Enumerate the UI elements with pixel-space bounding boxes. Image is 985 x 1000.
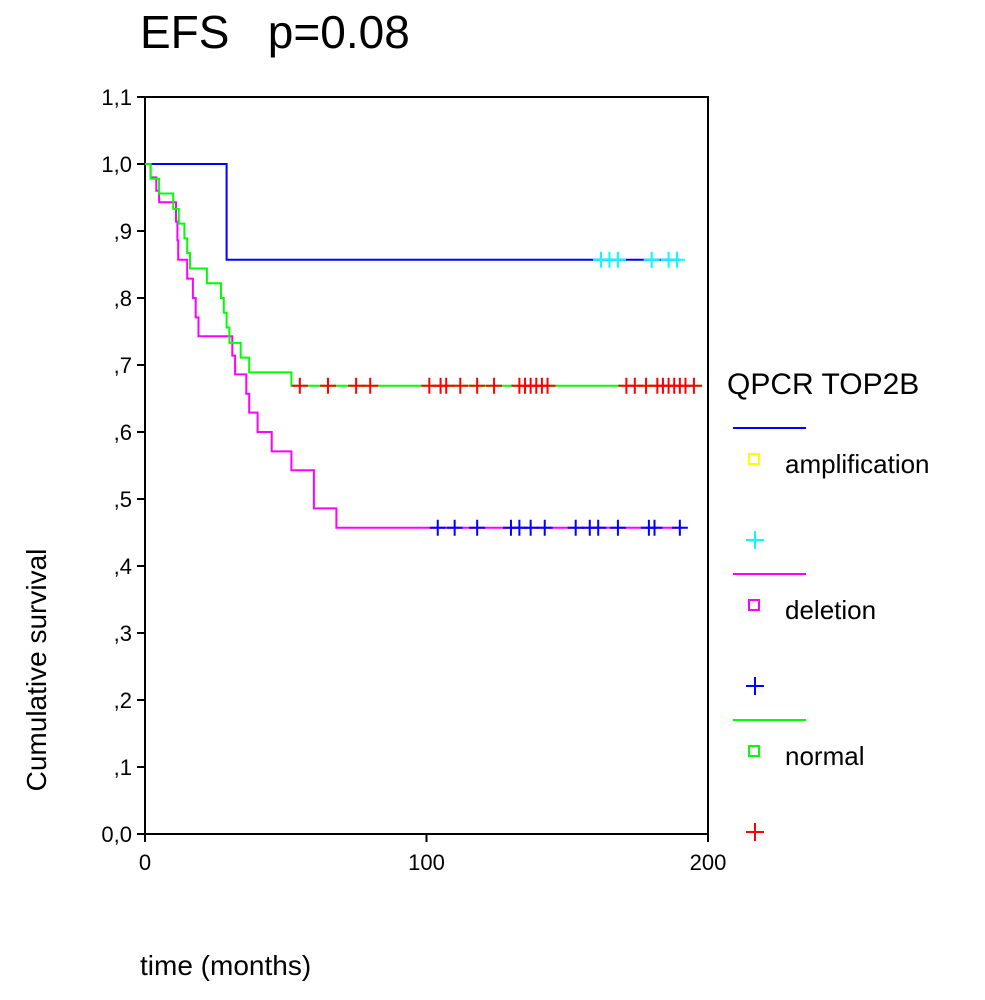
normal-censor-mark (486, 377, 503, 394)
y-tick-label: ,2 (114, 688, 132, 713)
y-axis-ticks: 0,0 ,1 ,2 ,3 ,4 ,5 ,6 ,7 ,8 ,9 1,0 1,1 (101, 85, 145, 847)
legend: amplification deletion normal (733, 427, 930, 841)
y-tick-label: ,4 (114, 554, 132, 579)
amplification-censor-mark (669, 251, 686, 268)
x-tick-label: 100 (408, 850, 445, 875)
x-axis-label: time (months) (140, 950, 311, 981)
deletion-censor-mark (590, 519, 607, 536)
series-layer (145, 163, 703, 536)
y-tick-label: ,6 (114, 420, 132, 445)
legend-title: QPCR TOP2B (727, 368, 919, 401)
amplification-censor-mark (643, 251, 660, 268)
legend-censor-amplification (746, 531, 764, 549)
legend-marker-normal (748, 745, 760, 757)
normal-censor-mark (539, 377, 556, 394)
normal-censor-mark (685, 377, 702, 394)
y-tick-label: ,5 (114, 487, 132, 512)
normal-censor-mark (291, 377, 308, 394)
deletion-censor-mark (446, 519, 463, 536)
deletion-censor-mark (567, 519, 584, 536)
normal-censor-mark (362, 377, 379, 394)
x-tick-label: 200 (690, 850, 727, 875)
y-axis-label: Cumulative survival (21, 549, 52, 792)
legend-label-amplification: amplification (785, 449, 930, 479)
normal-censor-mark (319, 377, 336, 394)
deletion-censor-mark (536, 519, 553, 536)
legend-label-deletion: deletion (785, 595, 876, 625)
legend-marker-deletion (748, 599, 760, 611)
normal-censor-mark (469, 377, 486, 394)
deletion-censor-mark (609, 519, 626, 536)
normal-censor-mark (438, 377, 455, 394)
x-axis-ticks: 0 100 200 (139, 834, 726, 875)
chart-title: EFS p=0.08 (140, 6, 410, 58)
deletion-censor-mark (469, 519, 486, 536)
deletion-censor-mark (646, 519, 663, 536)
amplification-survival-line (145, 163, 680, 261)
legend-label-normal: normal (785, 741, 864, 771)
y-tick-label: ,3 (114, 621, 132, 646)
deletion-censor-mark (671, 519, 688, 536)
deletion-survival-line (145, 163, 683, 529)
y-tick-label: ,8 (114, 286, 132, 311)
plot-frame (144, 96, 709, 835)
y-tick-label: ,7 (114, 353, 132, 378)
y-tick-label: ,9 (114, 219, 132, 244)
legend-marker-amplification (748, 453, 760, 465)
deletion-censor-mark (429, 519, 446, 536)
y-tick-label: 0,0 (101, 822, 132, 847)
y-tick-label: 1,1 (101, 85, 132, 110)
normal-censor-mark (452, 377, 469, 394)
normal-survival-line (145, 163, 703, 387)
legend-censor-deletion (746, 677, 764, 695)
legend-censor-normal (746, 823, 764, 841)
y-tick-label: 1,0 (101, 152, 132, 177)
amplification-censor-mark (609, 251, 626, 268)
deletion-censor-mark (522, 519, 539, 536)
x-tick-label: 0 (139, 850, 151, 875)
normal-censor-mark (348, 377, 365, 394)
y-tick-label: ,1 (114, 755, 132, 780)
